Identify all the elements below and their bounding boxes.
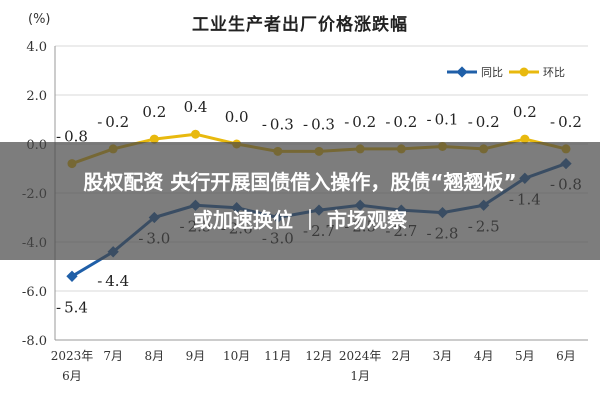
x-tick-label: 9月 [186, 349, 206, 363]
headline-text[interactable]: 股权配资 央行开展国债借入操作，股债“翘翘板” 或加速换位 ｜ 市场观察 [0, 163, 600, 239]
data-label: - 0.2 [385, 113, 417, 131]
x-tick-label: 10月 [223, 349, 250, 363]
x-tick-label: 2024年 [339, 349, 382, 363]
x-tick-label: 7月 [103, 349, 123, 363]
data-label: - 0.3 [303, 115, 335, 133]
series-point [520, 134, 530, 144]
y-tick-label: 2.0 [26, 89, 47, 104]
x-tick-label: 12月 [305, 349, 332, 363]
data-label: - 0.2 [344, 113, 376, 131]
x-tick-label: 11月 [264, 349, 291, 363]
x-tick-label: 5月 [515, 349, 535, 363]
data-label: 0.0 [225, 108, 249, 126]
data-label: - 0.2 [550, 113, 582, 131]
data-label: - 5.4 [56, 298, 88, 316]
data-label: 0.2 [513, 103, 537, 121]
headline-overlay [0, 142, 600, 260]
data-label: - 4.4 [97, 272, 129, 290]
series-point [149, 134, 159, 144]
y-tick-label: -8.0 [22, 334, 47, 349]
data-label: - 0.2 [97, 113, 129, 131]
data-label: - 0.2 [468, 113, 500, 131]
headline-line-1: 股权配资 央行开展国债借入操作，股债“翘翘板” [83, 170, 517, 194]
series-point [191, 129, 200, 139]
y-tick-label: 4.0 [26, 40, 47, 55]
data-label: - 0.3 [262, 115, 294, 133]
legend-label: 环比 [543, 66, 565, 79]
data-label: - 0.1 [427, 110, 459, 128]
y-tick-label: -6.0 [22, 285, 47, 300]
x-tick-label: 4月 [474, 349, 494, 363]
x-tick-label: 8月 [145, 349, 165, 363]
x-tick-label: 2月 [392, 349, 412, 363]
legend-swatch-marker [519, 67, 529, 77]
legend-label: 同比 [481, 66, 503, 79]
data-label: - 0.8 [56, 128, 88, 146]
legend-swatch-marker [456, 66, 468, 78]
x-tick-label-sub: 6月 [62, 369, 82, 383]
x-tick-label-sub: 1月 [350, 369, 370, 383]
headline-line-2: 或加速换位 ｜ 市场观察 [193, 208, 407, 232]
chart-title: 工业生产者出厂价格涨跌幅 [192, 15, 408, 35]
data-label: 0.4 [184, 98, 208, 116]
x-tick-label: 3月 [433, 349, 453, 363]
x-tick-label: 6月 [556, 349, 576, 363]
y-axis-unit: (%) [28, 12, 51, 27]
x-tick-label: 2023年 [51, 349, 94, 363]
data-label: 0.2 [142, 103, 166, 121]
